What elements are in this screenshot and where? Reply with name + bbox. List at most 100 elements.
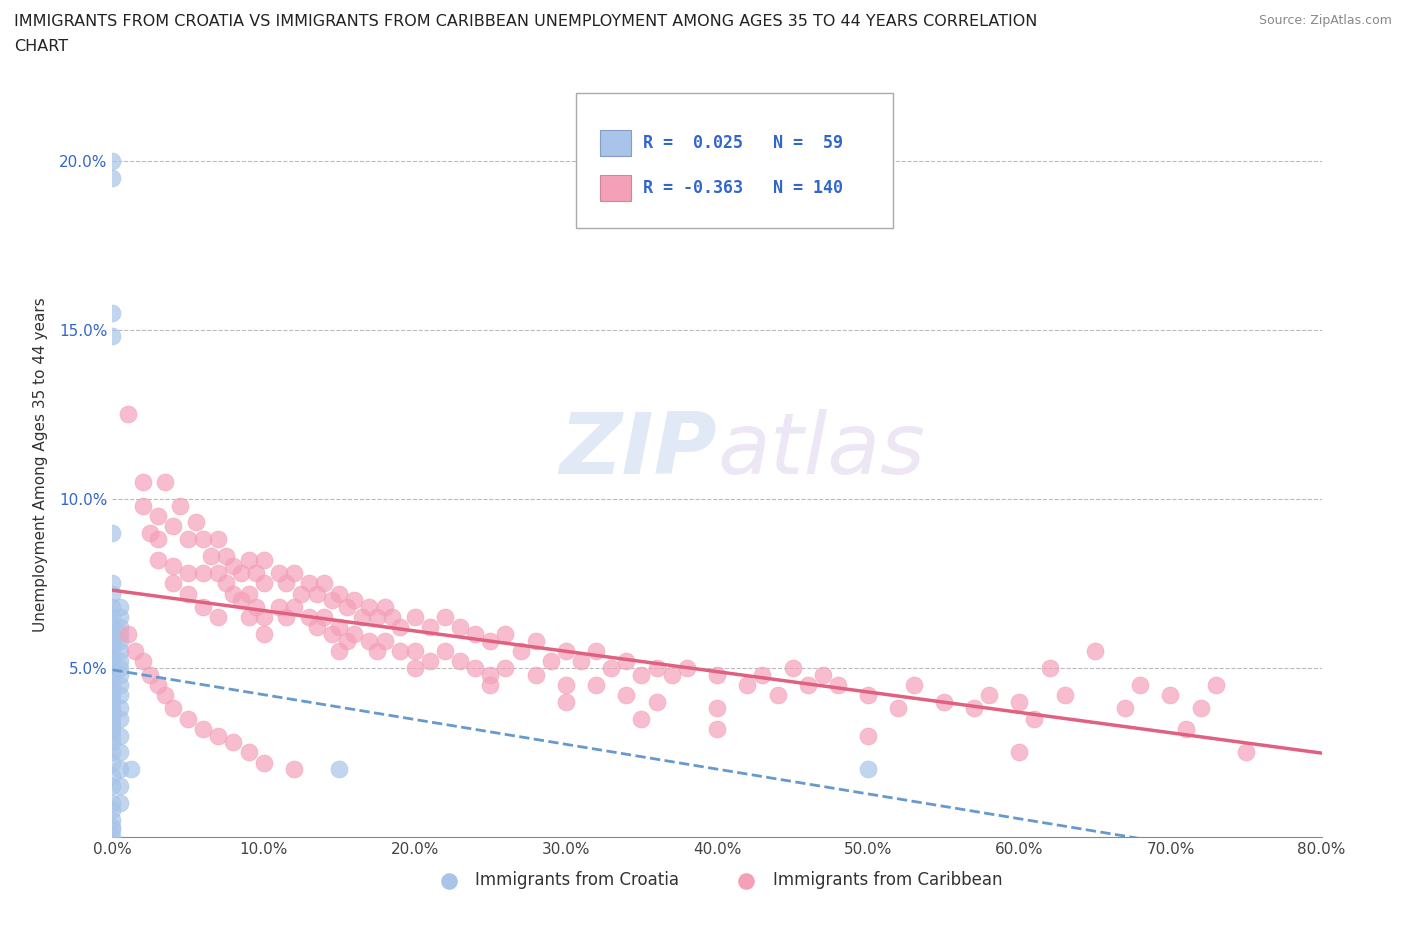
Point xyxy=(101,637,124,652)
Point xyxy=(215,576,238,591)
Point xyxy=(101,617,124,631)
Point xyxy=(101,660,124,675)
Point xyxy=(336,633,359,648)
Point xyxy=(101,153,124,168)
Point xyxy=(117,627,139,642)
Point xyxy=(139,525,162,540)
Point xyxy=(155,474,177,489)
Point xyxy=(101,823,124,838)
Point xyxy=(124,644,146,658)
Point xyxy=(101,728,124,743)
Point xyxy=(207,610,229,625)
Point xyxy=(162,701,184,716)
Point xyxy=(585,644,607,658)
Point xyxy=(856,762,880,777)
Text: Source: ZipAtlas.com: Source: ZipAtlas.com xyxy=(1258,14,1392,27)
Point xyxy=(267,565,290,580)
Point xyxy=(479,633,502,648)
Point xyxy=(132,474,155,489)
Point xyxy=(321,627,343,642)
Point xyxy=(540,654,562,669)
Point xyxy=(101,644,124,658)
Point xyxy=(101,654,124,669)
Point xyxy=(856,728,880,743)
Point xyxy=(388,644,411,658)
Point xyxy=(229,592,252,607)
Point xyxy=(238,552,260,567)
Point xyxy=(524,633,547,648)
Legend: Immigrants from Croatia, Immigrants from Caribbean: Immigrants from Croatia, Immigrants from… xyxy=(425,864,1010,896)
Point xyxy=(191,722,214,737)
Point xyxy=(207,532,229,547)
Point xyxy=(675,660,697,675)
Point xyxy=(314,610,336,625)
Point xyxy=(328,586,350,601)
Point xyxy=(253,610,276,625)
Point xyxy=(321,592,343,607)
Point xyxy=(108,701,131,716)
Point xyxy=(404,660,426,675)
Point xyxy=(381,610,404,625)
Point xyxy=(661,667,683,682)
Point xyxy=(108,778,131,793)
Point xyxy=(1129,677,1152,692)
Point xyxy=(101,525,124,540)
Point xyxy=(245,600,267,615)
Point xyxy=(108,762,131,777)
Point xyxy=(267,600,290,615)
Point xyxy=(827,677,849,692)
Point xyxy=(101,576,124,591)
Point xyxy=(495,627,517,642)
Point xyxy=(359,600,381,615)
Point xyxy=(162,518,184,533)
Point xyxy=(253,552,276,567)
Point xyxy=(419,654,441,669)
Point xyxy=(229,565,252,580)
Point xyxy=(328,620,350,635)
Point xyxy=(222,559,245,574)
Point xyxy=(751,667,773,682)
Point xyxy=(479,667,502,682)
Point xyxy=(796,677,818,692)
Point xyxy=(101,684,124,699)
Text: atlas: atlas xyxy=(717,408,925,492)
Point xyxy=(350,610,373,625)
Point xyxy=(253,755,276,770)
Point xyxy=(569,654,592,669)
Point xyxy=(433,644,456,658)
Point xyxy=(207,565,229,580)
Text: R = -0.363   N = 140: R = -0.363 N = 140 xyxy=(643,179,842,196)
Point xyxy=(903,677,925,692)
Point xyxy=(298,610,321,625)
Point xyxy=(419,620,441,635)
Point xyxy=(177,532,200,547)
Point xyxy=(253,576,276,591)
Point xyxy=(283,565,305,580)
Point xyxy=(101,755,124,770)
Point xyxy=(1189,701,1212,716)
Point xyxy=(146,677,169,692)
Point xyxy=(101,711,124,726)
Point xyxy=(101,704,124,719)
Point xyxy=(366,610,388,625)
Point xyxy=(101,329,124,344)
Point xyxy=(706,722,728,737)
Point xyxy=(1024,711,1046,726)
Point xyxy=(162,576,184,591)
Point xyxy=(120,762,142,777)
Text: ZIP: ZIP xyxy=(560,408,717,492)
Point xyxy=(585,677,607,692)
Point xyxy=(336,600,359,615)
Point xyxy=(963,701,986,716)
Point xyxy=(524,667,547,682)
Point xyxy=(706,701,728,716)
Point xyxy=(101,586,124,601)
Point xyxy=(404,610,426,625)
Point xyxy=(108,796,131,811)
Point xyxy=(283,600,305,615)
Point xyxy=(374,600,396,615)
Point xyxy=(101,778,124,793)
Point xyxy=(253,627,276,642)
Point xyxy=(449,654,471,669)
Point xyxy=(132,654,155,669)
